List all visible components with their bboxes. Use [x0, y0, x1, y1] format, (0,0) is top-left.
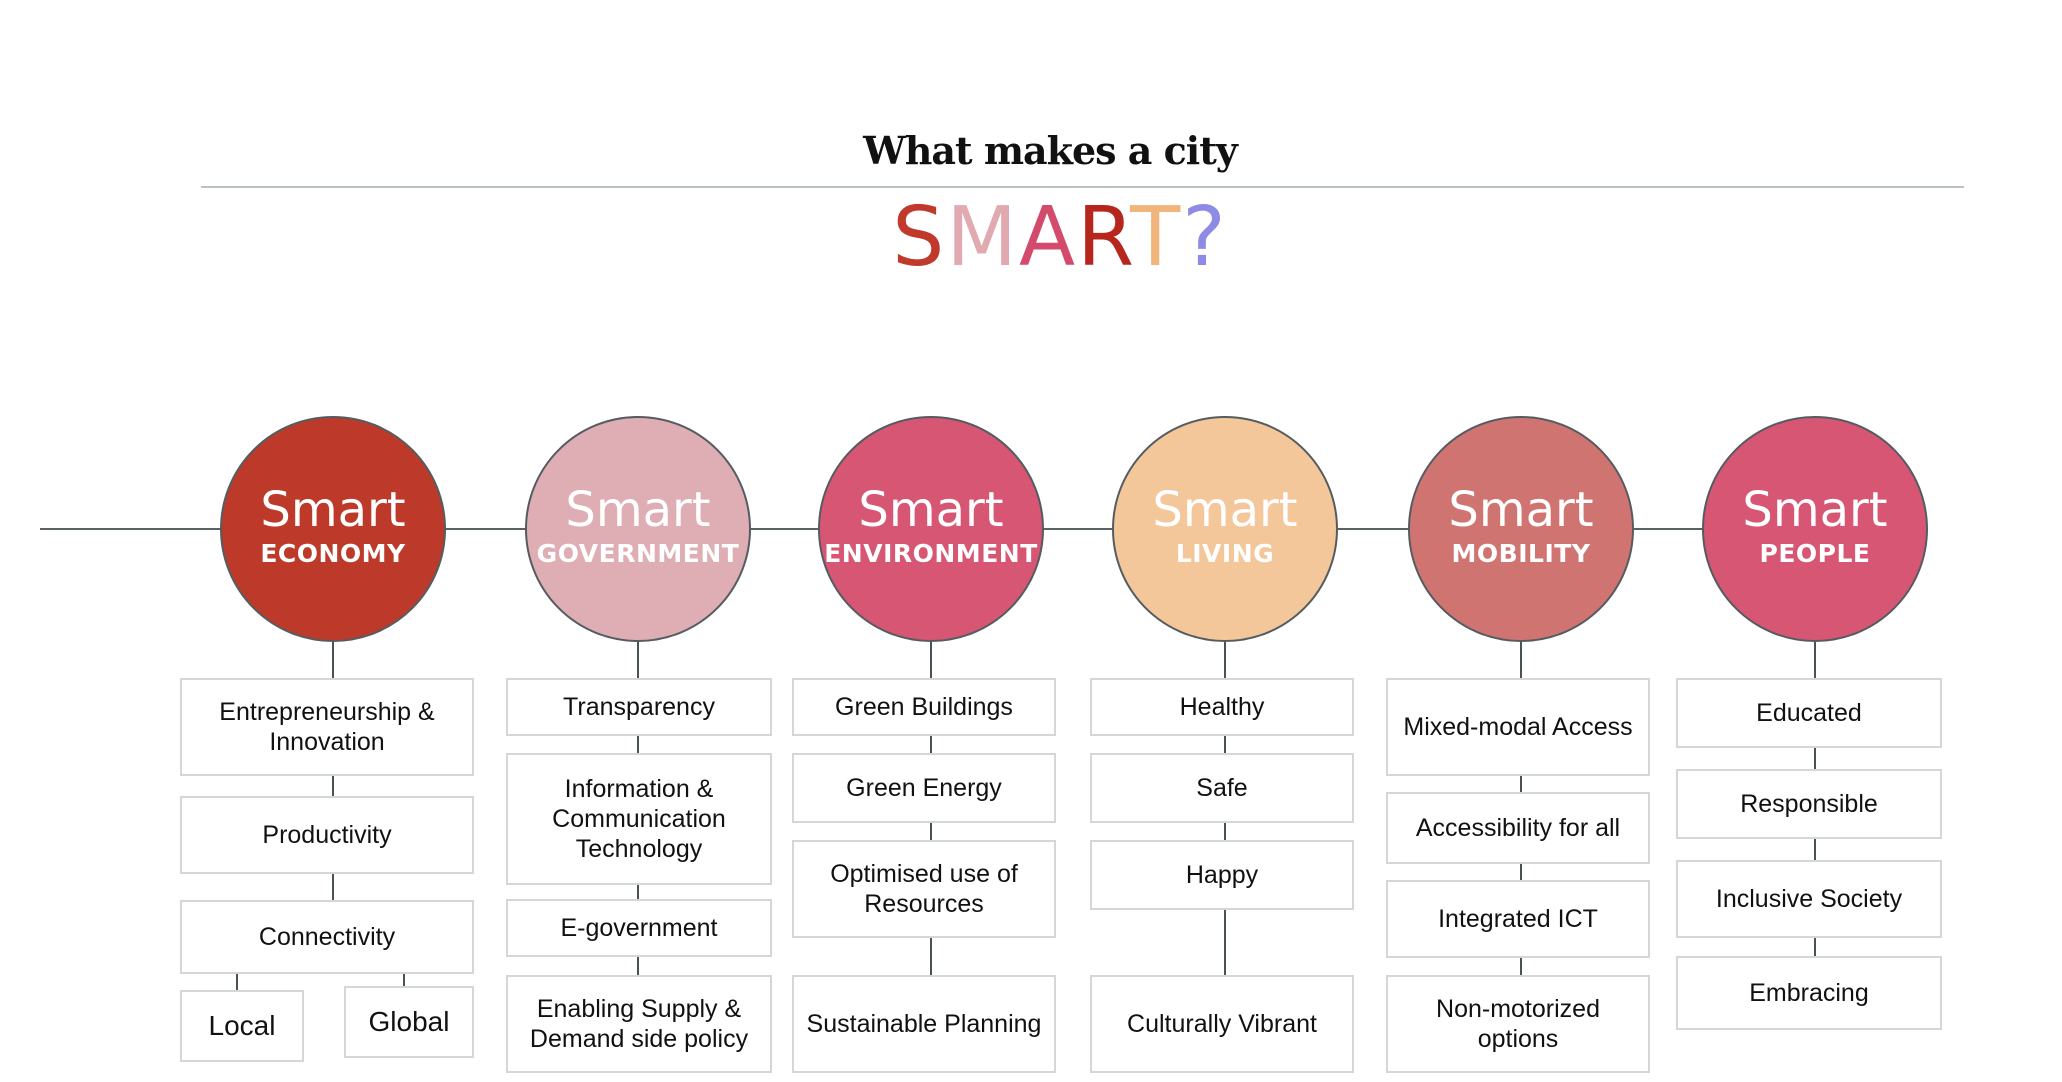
smart-letter: S [892, 190, 947, 285]
pillar-circle-people[interactable]: Smart PEOPLE [1702, 416, 1928, 642]
pillar-item-box: Connectivity [180, 900, 474, 974]
pillar-item-box: Integrated ICT [1386, 880, 1650, 958]
pillar-item-box: Entrepreneurship & Innovation [180, 678, 474, 776]
pillar-item-box: Information & Communication Technology [506, 753, 772, 885]
pillar-item-box: Green Energy [792, 753, 1056, 823]
pillar-circle-environment[interactable]: Smart ENVIRONMENT [818, 416, 1044, 642]
pillar-item-box: Responsible [1676, 769, 1942, 839]
sub-item-connector-line [403, 974, 405, 986]
pillar-item-box: Accessibility for all [1386, 792, 1650, 864]
sub-item-connector-line [236, 974, 238, 990]
smart-letter: R [1077, 190, 1131, 285]
pillar-name-label: LIVING [1175, 539, 1275, 568]
pillar-item-box: E-government [506, 899, 772, 957]
pillar-item-box: Healthy [1090, 678, 1354, 736]
pillar-item-box: Culturally Vibrant [1090, 975, 1354, 1073]
sub-item-box: Local [180, 990, 304, 1062]
pillar-circle-mobility[interactable]: Smart MOBILITY [1408, 416, 1634, 642]
pillar-item-box: Mixed-modal Access [1386, 678, 1650, 776]
pillar-circle-economy[interactable]: Smart ECONOMY [220, 416, 446, 642]
pillar-circle-living[interactable]: Smart LIVING [1112, 416, 1338, 642]
pillar-item-box: Happy [1090, 840, 1354, 910]
pillar-item-box: Safe [1090, 753, 1354, 823]
pillar-item-box: Optimised use of Resources [792, 840, 1056, 938]
smart-letter: A [1019, 190, 1078, 285]
pillar-smart-label: Smart [260, 482, 406, 538]
pillar-name-label: ECONOMY [260, 539, 406, 568]
pillar-item-box: Productivity [180, 796, 474, 874]
pillar-name-label: ENVIRONMENT [824, 539, 1038, 568]
pillar-smart-label: Smart [1448, 482, 1594, 538]
smart-letter: T [1130, 190, 1183, 285]
smart-letter: M [946, 190, 1020, 285]
pillar-item-box: Green Buildings [792, 678, 1056, 736]
pillar-smart-label: Smart [565, 482, 711, 538]
pillar-name-label: MOBILITY [1451, 539, 1591, 568]
pillar-item-box: Non-motorized options [1386, 975, 1650, 1073]
pillar-item-box: Transparency [506, 678, 772, 736]
sub-item-box: Global [344, 986, 474, 1058]
pillar-smart-label: Smart [858, 482, 1004, 538]
pillar-item-box: Enabling Supply & Demand side policy [506, 975, 772, 1073]
pillar-item-box: Educated [1676, 678, 1942, 748]
pillar-item-box: Embracing [1676, 956, 1942, 1030]
pillar-item-box: Inclusive Society [1676, 860, 1942, 938]
title-line: What makes a city [863, 128, 1238, 173]
smart-heading: SMART? [0, 190, 2062, 285]
pillar-name-label: PEOPLE [1759, 539, 1871, 568]
pillar-smart-label: Smart [1742, 482, 1888, 538]
pillar-circle-government[interactable]: Smart GOVERNMENT [525, 416, 751, 642]
pillar-name-label: GOVERNMENT [536, 539, 740, 568]
pillar-item-box: Sustainable Planning [792, 975, 1056, 1073]
title-divider [201, 186, 1964, 188]
pillar-smart-label: Smart [1152, 482, 1298, 538]
smart-letter: ? [1182, 190, 1228, 285]
